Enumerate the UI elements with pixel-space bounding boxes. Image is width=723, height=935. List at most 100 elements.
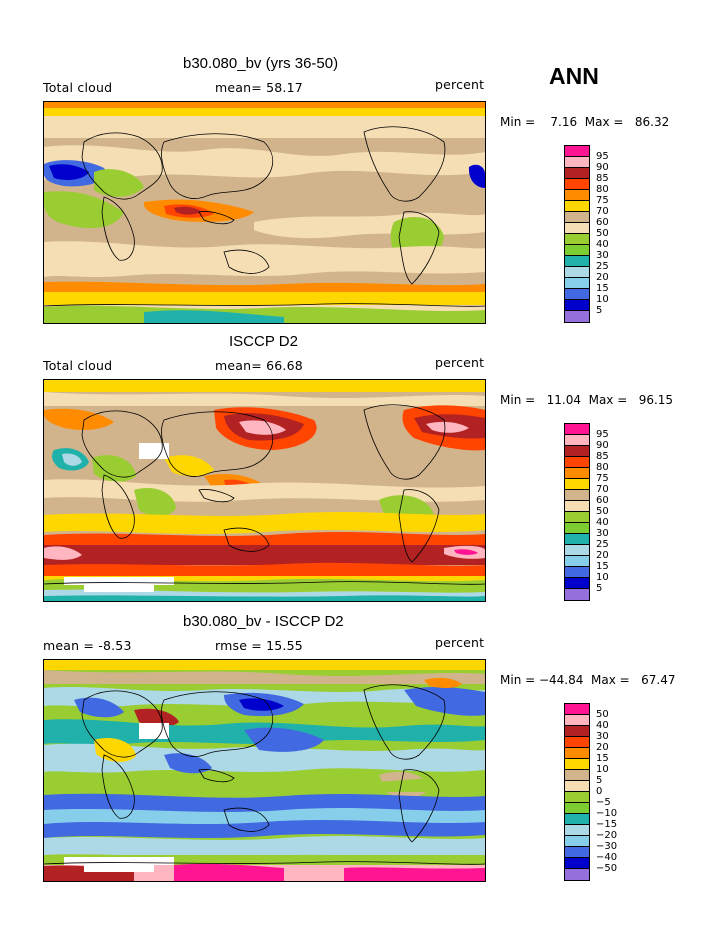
colorbar-tick-label: 50 (596, 709, 609, 720)
panel3-colorbar-swatch (565, 803, 589, 814)
panel3-units-label: percent (435, 635, 485, 650)
panel3-colorbar-swatch (565, 748, 589, 759)
colorbar-tick-label: 5 (596, 583, 603, 594)
colorbar-tick-label: 60 (596, 217, 609, 228)
panel3-colorbar (564, 703, 590, 881)
colorbar-tick-label: 25 (596, 261, 609, 272)
panel1-colorbar-swatch (565, 168, 589, 179)
colorbar-tick-label: −20 (596, 830, 618, 841)
panel2-colorbar-swatch (565, 589, 589, 600)
panel1-colorbar-swatch (565, 190, 589, 201)
panel1-colorbar-swatch (565, 212, 589, 223)
colorbar-tick-label: 5 (596, 775, 603, 786)
colorbar-tick-label: −40 (596, 852, 618, 863)
panel2-colorbar-swatch (565, 457, 589, 468)
panel3-colorbar-swatch (565, 715, 589, 726)
colorbar-tick-label: 50 (596, 506, 609, 517)
colorbar-tick-label: 95 (596, 151, 609, 162)
colorbar-tick-label: 90 (596, 440, 609, 451)
colorbar-tick-label: 60 (596, 495, 609, 506)
panel3-colorbar-swatch (565, 737, 589, 748)
panel2-title: ISCCP D2 (229, 333, 298, 350)
panel1-colorbar-swatch (565, 245, 589, 256)
panel1-colorbar (564, 145, 590, 323)
panel2-units-label: percent (435, 355, 485, 370)
panel2-colorbar-swatch (565, 501, 589, 512)
panel1-colorbar-swatch (565, 146, 589, 157)
colorbar-tick-label: 20 (596, 550, 609, 561)
colorbar-tick-label: 25 (596, 539, 609, 550)
panel2-colorbar-swatch (565, 545, 589, 556)
colorbar-tick-label: −15 (596, 819, 618, 830)
panel1-colorbar-swatch (565, 223, 589, 234)
panel3-colorbar-swatch (565, 814, 589, 825)
colorbar-tick-label: 30 (596, 250, 609, 261)
colorbar-tick-label: 70 (596, 484, 609, 495)
colorbar-tick-label: 20 (596, 742, 609, 753)
panel2-colorbar-swatch (565, 424, 589, 435)
colorbar-tick-label: 20 (596, 272, 609, 283)
panel3-minmax: Min = −44.84 Max = 67.47 (500, 673, 676, 687)
panel1-colorbar-labels: 95 90 85 80 75 70 60 50 40 30 25 20 15 1… (596, 151, 609, 316)
panel1-colorbar-swatch (565, 267, 589, 278)
panel2-colorbar (564, 423, 590, 601)
panel3-colorbar-swatch (565, 847, 589, 858)
panel2-colorbar-swatch (565, 556, 589, 567)
colorbar-tick-label: 10 (596, 764, 609, 775)
panel2-colorbar-swatch (565, 479, 589, 490)
panel1-mean-label: mean= 58.17 (215, 80, 303, 95)
colorbar-tick-label: −50 (596, 863, 618, 874)
colorbar-tick-label: 30 (596, 731, 609, 742)
panel2-colorbar-swatch (565, 468, 589, 479)
colorbar-tick-label: −30 (596, 841, 618, 852)
colorbar-tick-label: 80 (596, 184, 609, 195)
panel1-title: b30.080_bv (yrs 36-50) (183, 55, 339, 72)
panel1-colorbar-swatch (565, 179, 589, 190)
panel2-colorbar-swatch (565, 523, 589, 534)
panel1-colorbar-swatch (565, 278, 589, 289)
panel2-colorbar-swatch (565, 446, 589, 457)
panel1-units-label: percent (435, 77, 485, 92)
panel3-mean-label: mean = -8.53 (43, 638, 132, 653)
colorbar-tick-label: 90 (596, 162, 609, 173)
panel1-colorbar-swatch (565, 234, 589, 245)
colorbar-tick-label: 95 (596, 429, 609, 440)
season-label: ANN (549, 63, 599, 89)
panel2-minmax: Min = 11.04 Max = 96.15 (500, 393, 674, 407)
colorbar-tick-label: 70 (596, 206, 609, 217)
colorbar-tick-label: 15 (596, 753, 609, 764)
colorbar-tick-label: 85 (596, 173, 609, 184)
panel3-colorbar-swatch (565, 869, 589, 880)
panel3-map (43, 659, 486, 882)
colorbar-tick-label: 15 (596, 283, 609, 294)
panel2-colorbar-swatch (565, 567, 589, 578)
panel2-colorbar-labels: 95 90 85 80 75 70 60 50 40 30 25 20 15 1… (596, 429, 609, 594)
colorbar-tick-label: 30 (596, 528, 609, 539)
panel3-colorbar-swatch (565, 836, 589, 847)
colorbar-tick-label: −5 (596, 797, 611, 808)
panel1-map (43, 101, 486, 324)
panel3-rmse-label: rmse = 15.55 (215, 638, 303, 653)
colorbar-tick-label: 80 (596, 462, 609, 473)
panel2-colorbar-swatch (565, 435, 589, 446)
panel1-colorbar-swatch (565, 201, 589, 212)
panel2-mean-label: mean= 66.68 (215, 358, 303, 373)
colorbar-tick-label: 40 (596, 720, 609, 731)
colorbar-tick-label: 10 (596, 294, 609, 305)
panel2-colorbar-swatch (565, 578, 589, 589)
panel3-colorbar-swatch (565, 781, 589, 792)
panel2-colorbar-swatch (565, 512, 589, 523)
panel1-minmax: Min = 7.16 Max = 86.32 (500, 115, 670, 129)
panel2-colorbar-swatch (565, 534, 589, 545)
panel2-left-label: Total cloud (43, 358, 113, 373)
colorbar-tick-label: 5 (596, 305, 603, 316)
panel1-colorbar-swatch (565, 289, 589, 300)
colorbar-tick-label: 40 (596, 239, 609, 250)
panel1-colorbar-swatch (565, 157, 589, 168)
colorbar-tick-label: −10 (596, 808, 618, 819)
colorbar-tick-label: 15 (596, 561, 609, 572)
panel3-colorbar-swatch (565, 858, 589, 869)
panel3-colorbar-swatch (565, 770, 589, 781)
colorbar-tick-label: 10 (596, 572, 609, 583)
panel3-colorbar-swatch (565, 825, 589, 836)
